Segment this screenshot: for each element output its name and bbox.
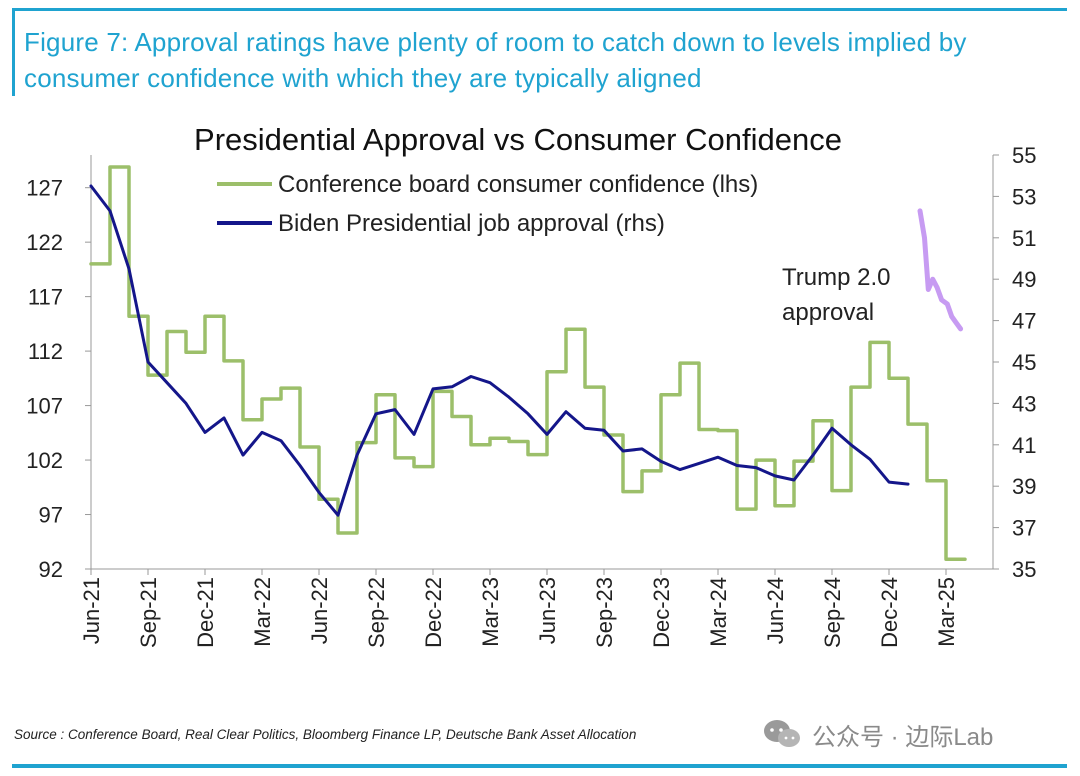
x-axis-tick-label: Sep-21	[136, 577, 161, 648]
x-axis-tick-label: Mar-25	[934, 577, 959, 647]
top-accent-rule	[12, 8, 1067, 11]
left-axis-tick-label: 117	[28, 285, 63, 310]
right-axis-tick-label: 43	[1012, 391, 1036, 416]
x-axis-tick-label: Jun-24	[763, 577, 788, 644]
trump-annotation-line-1: Trump 2.0	[782, 264, 890, 291]
source-note: Source : Conference Board, Real Clear Po…	[14, 727, 637, 742]
watermark-text: 公众号 · 边际Lab	[812, 723, 994, 751]
legend-label-1: Conference board consumer confidence (lh…	[278, 171, 758, 198]
right-axis-tick-label: 53	[1012, 184, 1036, 209]
chart-axes: 92 97 102 107 112 117 122 127 35 37 39 41 43 45 47 49 51…	[26, 143, 1036, 648]
x-axis-tick-label: Sep-23	[592, 577, 617, 648]
x-axis-tick-label: Mar-22	[250, 577, 275, 647]
x-axis-tick-label: Mar-24	[706, 577, 731, 647]
chart-legend: Conference board consumer confidence (lh…	[217, 171, 758, 237]
right-axis-tick-label: 51	[1012, 226, 1036, 251]
conference-board-consumer-confidence-lhs-line	[89, 165, 967, 561]
x-axis-tick-label: Dec-24	[877, 577, 902, 648]
x-axis-tick-label: Mar-23	[478, 577, 503, 647]
right-axis-tick-label: 35	[1012, 557, 1036, 582]
bottom-accent-rule	[12, 764, 1067, 768]
right-axis-tick-label: 47	[1012, 309, 1036, 334]
legend-label-2: Biden Presidential job approval (rhs)	[278, 210, 665, 237]
x-axis-tick-label: Jun-21	[79, 577, 104, 644]
chart-series	[89, 165, 967, 561]
chart-title: Presidential Approval vs Consumer Confid…	[194, 122, 842, 157]
left-axis-tick-label: 107	[26, 394, 63, 419]
x-axis-tick-label: Sep-22	[364, 577, 389, 648]
figure-title: Figure 7: Approval ratings have plenty o…	[24, 27, 967, 93]
trump-annotation-line-2: approval	[782, 299, 874, 326]
trump-2-0-approval-line	[917, 208, 964, 332]
x-axis-tick-label: Dec-21	[193, 577, 218, 648]
x-axis-tick-label: Dec-23	[649, 577, 674, 648]
x-axis-tick-label: Sep-24	[820, 577, 845, 648]
right-axis-tick-label: 55	[1012, 143, 1036, 168]
x-axis-tick-label: Jun-23	[535, 577, 560, 644]
left-axis-tick-label: 112	[28, 339, 63, 364]
right-axis-tick-label: 45	[1012, 350, 1036, 375]
left-axis-tick-label: 127	[26, 176, 63, 201]
left-axis-tick-label: 102	[26, 448, 63, 473]
trump-annotation: Trump 2.0 approval	[782, 264, 897, 326]
left-accent-rule	[12, 8, 15, 96]
watermark: 公众号 · 边际Lab	[762, 714, 993, 754]
biden-presidential-job-approval-rhs-line	[89, 184, 910, 517]
chat-bubble-icon	[764, 720, 800, 747]
right-axis-tick-label: 37	[1012, 516, 1036, 541]
right-axis-tick-label: 39	[1012, 474, 1036, 499]
x-axis-tick-label: Dec-22	[421, 577, 446, 648]
left-axis-tick-label: 122	[26, 230, 63, 255]
x-axis-tick-label: Jun-22	[307, 577, 332, 644]
right-axis-tick-label: 49	[1012, 267, 1036, 292]
left-axis-tick-label: 92	[39, 557, 63, 582]
left-axis-tick-label: 97	[39, 503, 63, 528]
right-axis-tick-label: 41	[1012, 433, 1036, 458]
